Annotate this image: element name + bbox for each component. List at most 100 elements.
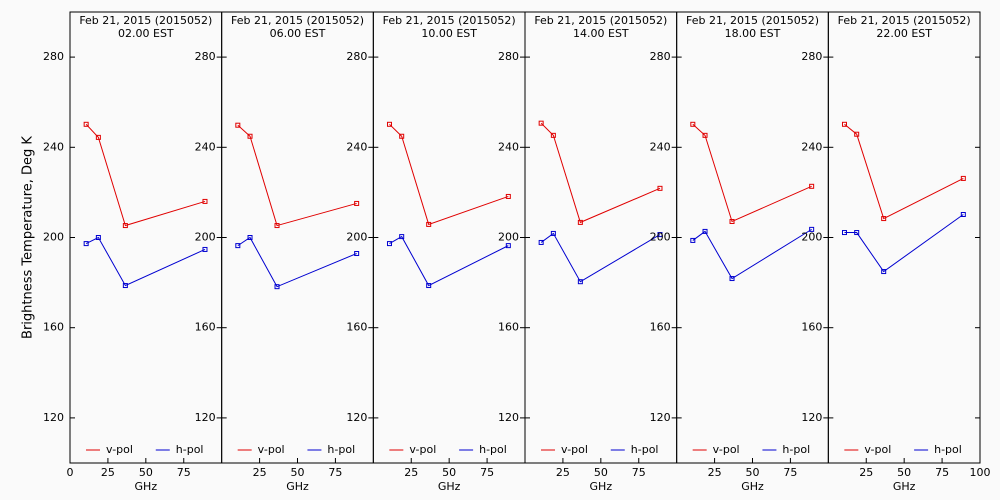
y-tick-label: 120 <box>498 411 519 424</box>
y-tick-label: 200 <box>43 231 64 244</box>
marker <box>809 226 815 232</box>
y-axis-label: Brightness Temperature, Deg K <box>21 136 36 339</box>
x-tick-label: 50 <box>746 466 760 479</box>
y-tick-label: 160 <box>43 321 64 334</box>
y-tick-label: 120 <box>801 411 822 424</box>
panel-title: Feb 21, 2015 (2015052) <box>686 14 819 27</box>
x-tick-label: 75 <box>177 466 191 479</box>
x-tick-label: 50 <box>594 466 608 479</box>
y-tick-label: 280 <box>650 50 671 63</box>
marker <box>202 246 208 252</box>
y-tick-label: 120 <box>650 411 671 424</box>
marker <box>538 120 544 126</box>
legend-label: h-pol <box>631 443 659 456</box>
y-tick-label: 240 <box>650 140 671 153</box>
legend-label: v-pol <box>561 443 588 456</box>
y-tick-label: 160 <box>195 321 216 334</box>
marker <box>881 269 887 275</box>
series-line <box>844 123 964 220</box>
x-tick-label: 50 <box>291 466 305 479</box>
marker <box>841 121 847 127</box>
marker <box>960 211 966 217</box>
y-tick-label: 280 <box>346 50 367 63</box>
x-tick-label: 25 <box>404 466 418 479</box>
legend-label: h-pol <box>327 443 355 456</box>
marker <box>881 216 887 222</box>
legend-label: h-pol <box>176 443 204 456</box>
marker <box>95 134 101 140</box>
marker <box>960 175 966 181</box>
marker <box>247 235 253 240</box>
x-tick-label: 75 <box>480 466 494 479</box>
panel-title: Feb 21, 2015 (2015052) <box>838 14 971 27</box>
marker <box>690 237 696 243</box>
marker <box>386 121 392 127</box>
legend-label: h-pol <box>934 443 962 456</box>
x-tick-label: 25 <box>101 466 115 479</box>
marker <box>657 185 663 191</box>
marker <box>550 230 556 236</box>
marker <box>577 279 583 285</box>
panel-title: Feb 21, 2015 (2015052) <box>534 14 667 27</box>
panel-subtitle: 14.00 EST <box>573 27 629 40</box>
panel-subtitle: 06.00 EST <box>270 27 326 40</box>
y-tick-label: 200 <box>195 231 216 244</box>
y-tick-label: 240 <box>801 140 822 153</box>
x-axis-label: GHz <box>590 480 613 493</box>
marker <box>122 283 128 289</box>
series-line <box>85 123 206 227</box>
marker <box>354 251 360 257</box>
marker <box>426 283 432 289</box>
marker <box>505 243 511 249</box>
y-tick-label: 200 <box>498 231 519 244</box>
panel-frame <box>827 11 981 464</box>
marker <box>729 276 735 282</box>
series-line <box>389 123 509 226</box>
y-tick-label: 160 <box>801 321 822 334</box>
y-tick-label: 200 <box>346 231 367 244</box>
y-tick-label: 240 <box>43 140 64 153</box>
series-line <box>844 214 964 273</box>
x-tick-label: 25 <box>708 466 722 479</box>
x-tick-label: 25 <box>556 466 570 479</box>
marker <box>702 132 708 138</box>
x-axis-label: GHz <box>893 480 916 493</box>
series-line <box>85 236 206 287</box>
marker <box>505 193 511 199</box>
y-tick-label: 240 <box>195 140 216 153</box>
y-tick-label: 280 <box>195 50 216 63</box>
y-tick-label: 160 <box>650 321 671 334</box>
y-tick-label: 120 <box>195 411 216 424</box>
legend-label: v-pol <box>409 443 436 456</box>
x-tick-label: 0 <box>67 466 74 479</box>
x-axis-label: GHz <box>286 480 309 493</box>
y-tick-label: 280 <box>43 50 64 63</box>
panel-title: Feb 21, 2015 (2015052) <box>383 14 516 27</box>
marker <box>538 239 544 245</box>
panel-subtitle: 02.00 EST <box>118 27 174 40</box>
x-tick-label: 100 <box>970 466 991 479</box>
marker <box>702 228 708 234</box>
x-tick-label: 25 <box>253 466 267 479</box>
marker <box>202 198 208 204</box>
marker <box>386 241 392 247</box>
series-line <box>389 235 509 287</box>
marker <box>841 230 847 236</box>
marker <box>729 218 735 224</box>
x-axis-label: GHz <box>135 480 158 493</box>
y-tick-label: 280 <box>498 50 519 63</box>
y-tick-label: 200 <box>650 231 671 244</box>
marker <box>235 122 241 128</box>
x-tick-label: 75 <box>783 466 797 479</box>
y-tick-label: 160 <box>346 321 367 334</box>
legend-label: h-pol <box>479 443 507 456</box>
marker <box>577 219 583 225</box>
marker <box>854 230 860 236</box>
panel-subtitle: 18.00 EST <box>725 27 781 40</box>
x-tick-label: 50 <box>139 466 153 479</box>
marker <box>399 234 405 240</box>
series-line <box>540 122 661 224</box>
y-tick-label: 200 <box>801 231 822 244</box>
x-axis-label: GHz <box>741 480 764 493</box>
series-line <box>692 228 812 280</box>
